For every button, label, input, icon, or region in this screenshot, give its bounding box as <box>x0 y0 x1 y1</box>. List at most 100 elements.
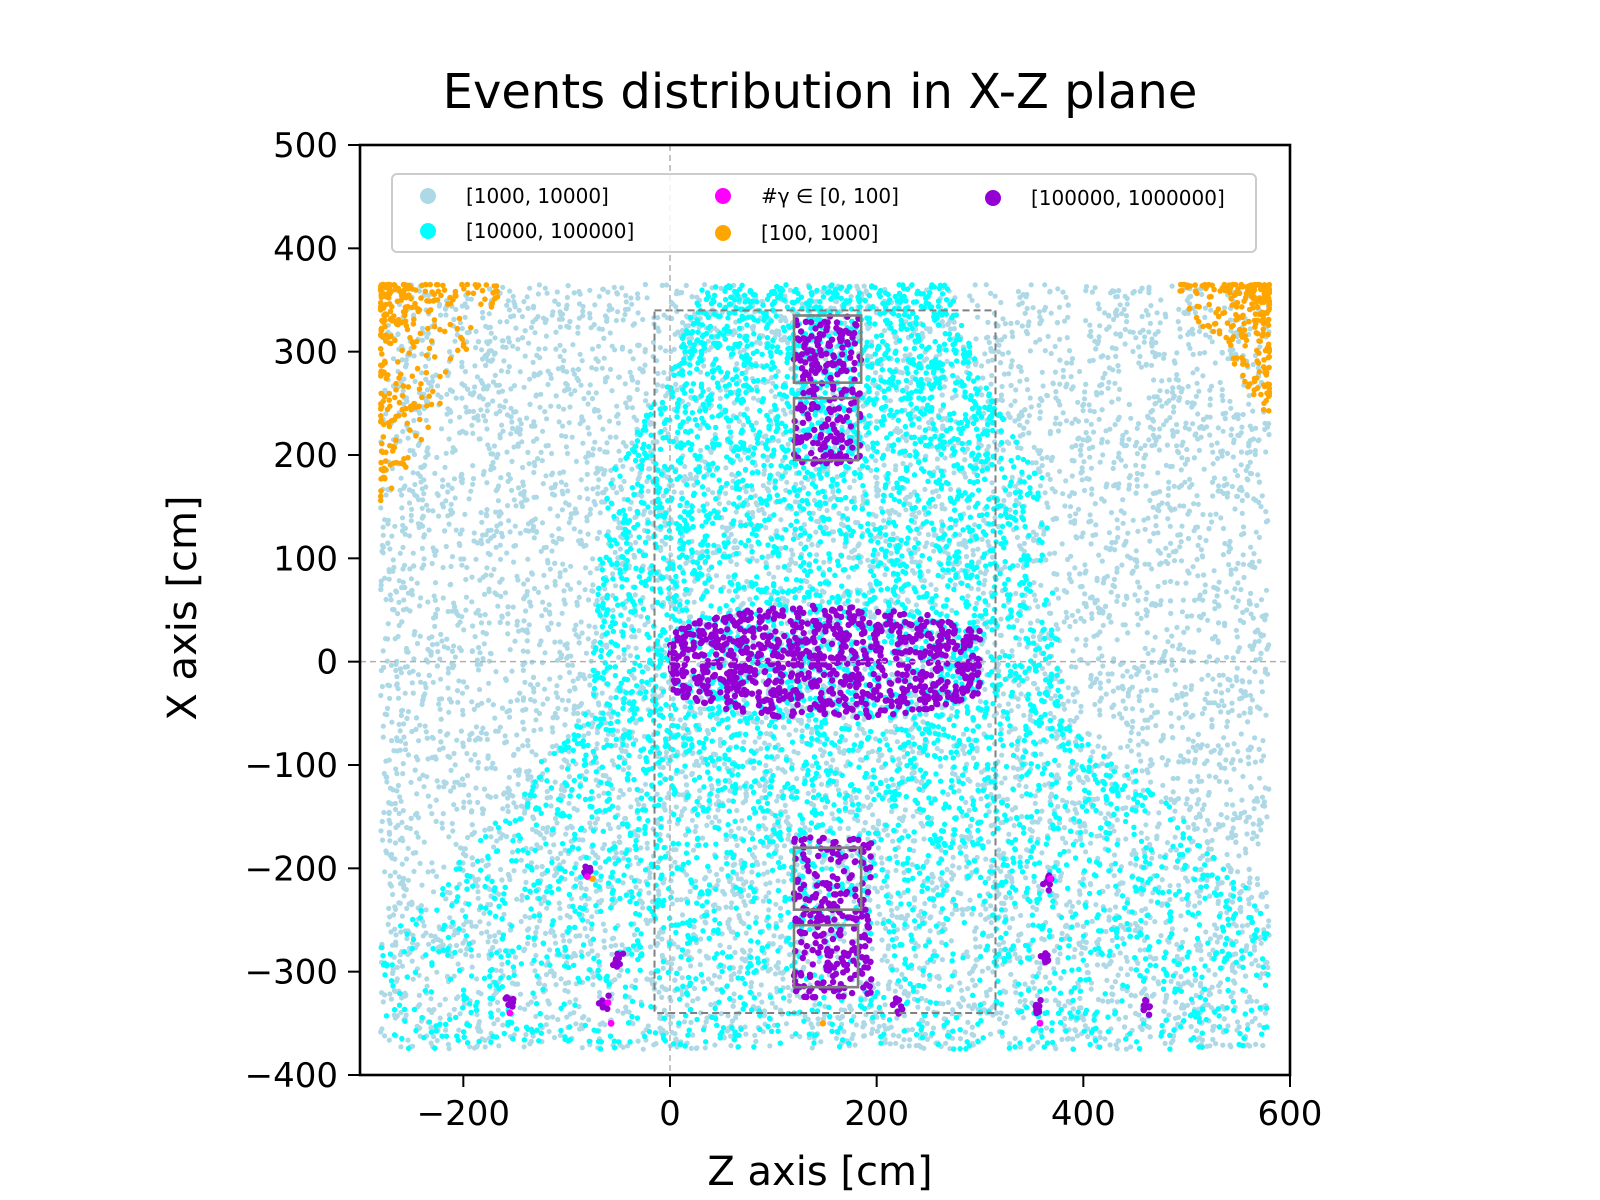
point-1000-10000 <box>1250 408 1256 414</box>
point-1000-10000 <box>397 728 403 734</box>
point-1000-10000 <box>697 787 703 794</box>
point-1000-10000 <box>506 714 513 720</box>
point-1000-10000 <box>581 396 587 402</box>
point-1000-10000 <box>1219 698 1225 704</box>
point-1000-10000 <box>1253 1041 1259 1047</box>
point-1000-10000 <box>1056 304 1063 310</box>
point-1000-10000 <box>471 390 477 396</box>
point-1000-10000 <box>1246 401 1252 407</box>
point-1000-10000 <box>522 913 528 920</box>
point-1000-10000 <box>1031 592 1037 598</box>
point-1000-10000 <box>936 493 942 499</box>
point-1000-10000 <box>688 963 694 969</box>
point-1000-10000 <box>540 481 546 487</box>
point-1000-10000 <box>428 996 434 1002</box>
point-1000-10000 <box>381 809 387 816</box>
point-1000-10000 <box>1097 712 1103 718</box>
point-1000-10000 <box>1247 692 1254 698</box>
point-1000-10000 <box>877 911 883 917</box>
point-1000-10000 <box>1105 883 1111 890</box>
point-1000-10000 <box>1142 645 1148 652</box>
point-1000-10000 <box>734 594 741 600</box>
point-1000-10000 <box>1063 418 1070 424</box>
point-1000-10000 <box>612 583 619 589</box>
point-1000-10000 <box>1198 547 1204 553</box>
point-1000-10000 <box>1240 411 1246 418</box>
point-1000-10000 <box>726 500 732 506</box>
point-1000-10000 <box>1059 541 1065 547</box>
point-1000-10000 <box>1230 655 1236 661</box>
point-1000-10000 <box>380 723 386 729</box>
point-1000-10000 <box>1179 896 1185 902</box>
point-1000-10000 <box>1171 483 1177 489</box>
point-1000-10000 <box>688 1019 694 1025</box>
point-1000-10000 <box>1134 425 1140 431</box>
point-1000-10000 <box>543 1022 549 1028</box>
point-1000-10000 <box>424 387 431 393</box>
point-1000-10000 <box>1124 301 1130 307</box>
point-1000-10000 <box>1143 361 1149 367</box>
point-1000-10000 <box>1080 403 1086 409</box>
point-1000-10000 <box>610 571 616 577</box>
point-1000-10000 <box>505 369 511 375</box>
point-1000-10000 <box>1093 389 1099 396</box>
point-1000-10000 <box>474 1012 480 1018</box>
point-1000-10000 <box>581 733 587 739</box>
point-1000-10000 <box>699 549 706 555</box>
point-1000-10000 <box>953 522 959 528</box>
point-1000-10000 <box>386 757 392 763</box>
point-1000-10000 <box>563 706 569 713</box>
point-1000-10000 <box>799 738 805 745</box>
point-1000-10000 <box>395 611 401 617</box>
point-1000-10000 <box>1128 729 1134 736</box>
point-1000-10000 <box>461 804 467 811</box>
point-1000-10000 <box>1207 402 1213 408</box>
point-1000-10000 <box>1178 913 1184 919</box>
point-1000-10000 <box>497 403 503 409</box>
point-1000-10000 <box>1224 742 1231 748</box>
point-1000-10000 <box>701 363 707 369</box>
point-1000-10000 <box>1196 447 1202 453</box>
point-1000-10000 <box>1013 387 1019 393</box>
point-1000-10000 <box>1035 604 1041 610</box>
point-1000-10000 <box>417 410 423 416</box>
point-1000-10000 <box>1256 558 1262 564</box>
point-1000-10000 <box>882 572 888 578</box>
point-1000-10000 <box>1037 483 1044 489</box>
point-1000-10000 <box>438 312 444 318</box>
point-1000-10000 <box>388 597 394 603</box>
point-1000-10000 <box>501 404 507 410</box>
point-1000-10000 <box>1194 366 1200 372</box>
point-1000-10000 <box>559 764 565 770</box>
point-1000-10000 <box>577 494 583 500</box>
point-1000-10000 <box>571 685 578 691</box>
point-1000-10000 <box>731 991 737 997</box>
point-1000-10000 <box>1132 592 1138 598</box>
point-1000-10000 <box>741 899 747 905</box>
point-1000-10000 <box>1000 316 1006 322</box>
point-1000-10000 <box>492 938 498 944</box>
point-1000-10000 <box>1174 624 1180 631</box>
point-1000-10000 <box>1123 705 1129 712</box>
point-1000-10000 <box>413 850 419 856</box>
point-1000-10000 <box>518 918 524 925</box>
point-1000-10000 <box>1195 573 1201 579</box>
point-1000-10000 <box>623 400 629 406</box>
point-1000-10000 <box>1116 414 1122 420</box>
point-1000-10000 <box>1067 780 1073 786</box>
point-1000-10000 <box>425 507 431 513</box>
point-1000-10000 <box>1119 562 1125 568</box>
point-1000-10000 <box>423 907 429 913</box>
point-1000-10000 <box>633 645 639 651</box>
point-1000-10000 <box>1076 899 1082 906</box>
point-1000-10000 <box>436 696 442 702</box>
point-1000-10000 <box>806 717 812 723</box>
point-1000-10000 <box>846 554 852 561</box>
point-1000-10000 <box>996 1016 1003 1022</box>
point-1000-10000 <box>1072 698 1078 705</box>
point-1000-10000 <box>530 359 536 365</box>
point-1000-10000 <box>511 497 517 503</box>
point-1000-10000 <box>1168 540 1174 547</box>
point-1000-10000 <box>540 428 546 434</box>
point-1000-10000 <box>579 1015 586 1021</box>
